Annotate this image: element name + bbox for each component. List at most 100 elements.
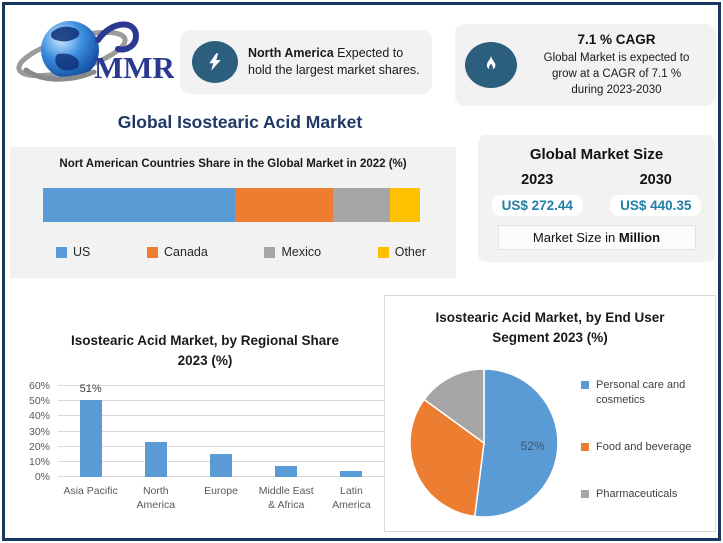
cagr-line-3: during 2023-2030 xyxy=(571,84,662,97)
bar-latin-america xyxy=(340,470,363,477)
mmr-logo: MMR xyxy=(14,8,176,96)
gridline xyxy=(58,430,384,432)
pie-legend-label: Pharmaceuticals xyxy=(596,488,678,501)
end-user-segment-panel: Isostearic Acid Market, by End User Segm… xyxy=(384,295,716,532)
y-tick-label: 20% xyxy=(28,440,50,453)
gridline xyxy=(58,400,384,402)
pie-slice-pharmaceuticals xyxy=(423,368,485,444)
legend-item-canada: Canada xyxy=(147,245,208,259)
legend-label: Canada xyxy=(164,245,208,259)
legend-swatch-mexico xyxy=(264,246,276,258)
gridline xyxy=(58,445,384,447)
x-tick-line: Asia Pacific xyxy=(63,485,118,497)
x-tick-line: America xyxy=(136,498,176,511)
bar-chart-plot: 51% xyxy=(58,383,384,477)
pie-slice-personal-care-and-cosmetics xyxy=(473,368,559,518)
market-size-note: Market Size in Million xyxy=(497,225,696,250)
y-tick-label: 60% xyxy=(28,380,50,392)
pie-chart-svg: 52% xyxy=(409,368,559,518)
cagr-text-block: 7.1 % CAGR Global Market is expected to … xyxy=(525,32,708,98)
gridline xyxy=(58,415,384,417)
pie-legend-label: Food and beverage xyxy=(596,441,692,453)
stacked-segment-canada xyxy=(235,188,334,222)
pie-legend-swatch xyxy=(581,443,589,451)
pie-title-line1: Isostearic Acid Market, by End User xyxy=(435,310,665,325)
flame-glyph xyxy=(486,55,496,70)
legend-label: Mexico xyxy=(281,245,322,259)
globe-landmass xyxy=(55,53,80,71)
y-tick-label: 10% xyxy=(28,455,50,468)
pie-legend-item-food-and-beverage: Food and beverage xyxy=(581,440,709,455)
year-label: 2023 xyxy=(521,172,554,188)
legend-swatch-other xyxy=(377,246,389,258)
cagr-line-1: Global Market is expected to xyxy=(543,51,690,64)
bar-europe xyxy=(210,454,232,477)
stacked-segment-other xyxy=(389,188,420,222)
regional-chart-title: Isostearic Acid Market, by Regional Shar… xyxy=(20,331,390,372)
pie-chart-title: Isostearic Acid Market, by End User Segm… xyxy=(385,308,715,349)
x-tick-label-asia-pacific: Asia Pacific xyxy=(58,485,123,512)
market-size-title: Global Market Size xyxy=(529,146,664,163)
globe-logo-graphic: MMR xyxy=(16,21,176,85)
flame-icon xyxy=(465,42,517,88)
regional-bar-chart: 60% 50% 40% 30% 20% 10% 0% 51% Asia Pacific Nor… xyxy=(16,380,388,526)
legend-item-other: Other xyxy=(377,245,426,259)
market-size-col-2030: 2030 US$ 440.35 xyxy=(597,172,716,216)
logo-brand-text: MMR xyxy=(94,50,174,85)
x-tick-label-latin-america: Latin America xyxy=(319,485,384,512)
y-tick-label: 40% xyxy=(28,410,50,423)
note-unit: Million xyxy=(618,230,661,245)
pie-legend: Personal care and cosmetics Food and beve… xyxy=(581,378,709,502)
bar-chart-x-axis: Asia Pacific North America Europe Middle Eas… xyxy=(58,485,384,512)
x-tick-label-north-america: North America xyxy=(123,485,188,512)
bar-middle-east-africa xyxy=(275,466,298,477)
x-tick-label-middle-east-africa: Middle East & Africa xyxy=(254,485,319,512)
orbit-swoosh-front xyxy=(23,67,97,82)
pie-data-label: 52% xyxy=(521,439,545,453)
pie-legend-swatch xyxy=(581,490,589,499)
gridline xyxy=(58,385,384,386)
y-tick-label: 0% xyxy=(34,471,50,483)
x-tick-line: North xyxy=(142,485,169,497)
logo-swoosh xyxy=(95,21,140,53)
bar-slot-europe xyxy=(188,386,253,477)
north-america-banner-text: North America Expected to hold the large… xyxy=(248,45,422,80)
legend-item-us: US xyxy=(56,245,90,259)
bar-slot-asia-pacific: 51% xyxy=(58,383,123,477)
pie-slice-food-and-beverage xyxy=(409,398,485,518)
bar-slot-latin-america xyxy=(319,386,384,477)
y-tick-label: 30% xyxy=(28,425,50,438)
x-tick-line: Middle East xyxy=(258,485,314,497)
stacked-bar-legend: US Canada Mexico Other xyxy=(56,245,426,259)
legend-swatch-canada xyxy=(147,246,159,258)
legend-swatch-us xyxy=(56,246,67,258)
x-tick-line: & Africa xyxy=(268,498,305,511)
stacked-bar xyxy=(43,188,420,222)
bar-asia-pacific: 51% xyxy=(80,383,102,477)
stacked-segment-mexico xyxy=(333,188,390,222)
cagr-headline: 7.1 % CAGR xyxy=(577,31,656,47)
bar-slot-middle-east-africa xyxy=(254,386,319,477)
regional-chart-title-line1: Isostearic Acid Market, by Regional Shar… xyxy=(70,333,340,348)
stacked-chart-title: Nort American Countries Share in the Glo… xyxy=(59,158,407,170)
x-tick-line: America xyxy=(332,498,371,511)
market-value-2030: US$ 440.35 xyxy=(610,195,702,216)
x-tick-line: Latin xyxy=(340,485,363,497)
page-title: Global Isostearic Acid Market xyxy=(117,112,363,132)
global-market-size-panel: Global Market Size 2023 US$ 272.44 2030 … xyxy=(478,135,715,262)
legend-item-mexico: Mexico xyxy=(264,245,321,259)
x-tick-label-europe: Europe xyxy=(188,485,253,512)
regional-chart-title-line2: 2023 (%) xyxy=(177,353,233,369)
cagr-banner: 7.1 % CAGR Global Market is expected to … xyxy=(455,24,716,106)
year-label: 2030 xyxy=(639,172,672,188)
lightning-icon xyxy=(192,41,238,83)
banner-highlight: North America xyxy=(248,45,334,60)
bar-slot-north-america xyxy=(123,386,188,477)
market-value-2023: US$ 272.44 xyxy=(491,195,583,216)
bar-north-america xyxy=(144,442,167,477)
pie-legend-swatch xyxy=(581,381,589,389)
banner-body: Expected to hold the largest market shar… xyxy=(248,45,420,78)
legend-label: US xyxy=(73,245,91,259)
pie-legend-item-pharmaceuticals: Pharmaceuticals xyxy=(581,487,709,502)
globe-landmass xyxy=(51,26,80,42)
